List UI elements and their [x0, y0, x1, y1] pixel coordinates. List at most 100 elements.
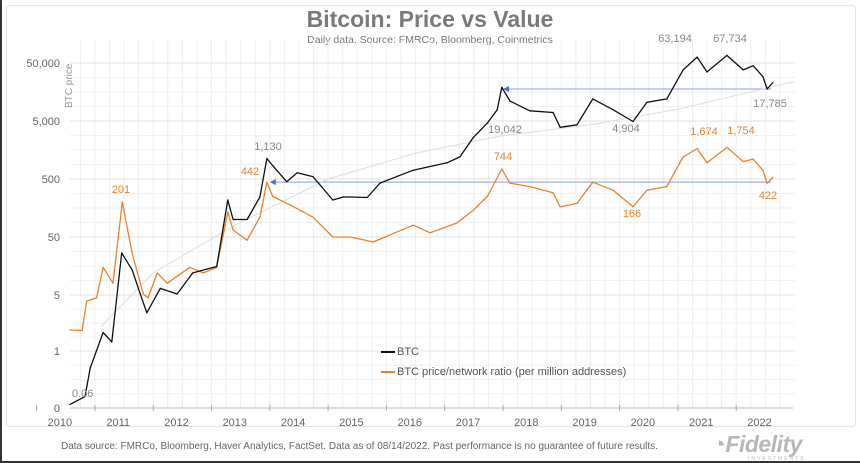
ratio-point	[429, 232, 431, 234]
legend-label: BTC price/network ratio (per million add…	[397, 366, 627, 378]
btc-point	[766, 88, 768, 90]
btc-point	[379, 182, 381, 184]
annotation-label: 1,130	[254, 141, 282, 153]
btc-point	[349, 196, 351, 198]
btc-point	[69, 403, 71, 406]
ratio-point	[289, 204, 291, 206]
ratio-point	[766, 182, 768, 184]
btc-point	[632, 120, 634, 123]
annotation-label: 201	[112, 184, 130, 196]
annotation-label: 166	[623, 208, 641, 220]
btc-point	[706, 71, 708, 73]
btc-point	[682, 69, 684, 71]
ratio-point	[666, 185, 668, 188]
ratio-point	[559, 206, 561, 208]
btc-point	[366, 196, 368, 199]
ratio-point	[486, 195, 488, 198]
footer-note: Data source: FMRCo, Bloomberg, Haver Ana…	[61, 441, 658, 452]
ratio-point	[232, 229, 234, 231]
ratio-point	[412, 224, 414, 226]
ratio-point	[576, 202, 578, 204]
annotation-label: 1,674	[690, 126, 718, 138]
btc-point	[111, 341, 113, 343]
ratio-point	[726, 146, 728, 148]
btc-point	[772, 81, 774, 84]
btc-point	[472, 136, 474, 139]
annotation-label: 67,734	[713, 33, 747, 45]
ratio-point	[762, 169, 764, 172]
x-tick-label: 2016	[397, 417, 421, 429]
btc-point	[412, 169, 414, 171]
btc-point	[752, 65, 754, 67]
btc-point	[496, 109, 498, 111]
series-ratio-line	[69, 146, 774, 332]
ratio-point	[529, 185, 531, 188]
ratio-point	[646, 189, 648, 191]
ratio-point	[592, 181, 594, 183]
ratio-point	[266, 181, 268, 183]
btc-point	[446, 162, 448, 164]
btc-point	[266, 157, 268, 160]
reference-arrow-icon	[503, 86, 509, 93]
x-tick-label: 2021	[689, 417, 713, 429]
btc-point	[726, 54, 728, 56]
ratio-point	[131, 252, 133, 255]
x-tick-label: 2010	[48, 417, 72, 429]
annotation-label: 4,904	[612, 123, 640, 135]
legend-swatch-ratio	[381, 371, 395, 374]
annotation-label: 17,785	[753, 98, 787, 110]
reference-arrow-icon	[269, 179, 276, 186]
ratio-point	[509, 182, 511, 184]
x-tick-label: 2017	[456, 417, 480, 429]
grid	[70, 40, 795, 408]
btc-point	[216, 265, 218, 268]
legend-item-ratio: BTC price/network ratio (per million add…	[381, 365, 626, 379]
x-tick-label: 2014	[281, 417, 305, 429]
ratio-point	[706, 162, 708, 164]
ratio-point	[166, 282, 168, 284]
ratio-point	[742, 160, 744, 163]
ratio-point	[112, 282, 114, 284]
btc-point	[666, 98, 668, 100]
ratio-point	[189, 266, 191, 268]
btc-point	[84, 396, 86, 398]
fidelity-logo: ◔Fidelity	[712, 431, 802, 457]
btc-point	[121, 252, 123, 254]
btc-point	[131, 269, 133, 271]
ratio-point	[259, 216, 261, 218]
annotation-label: 744	[494, 151, 512, 163]
legend-swatch-btc	[381, 351, 395, 354]
btc-point	[139, 291, 141, 294]
series-btc-line	[69, 54, 774, 406]
ratio-point	[312, 216, 314, 218]
ratio-point	[632, 206, 634, 208]
ratio-point	[696, 147, 698, 150]
series	[69, 54, 795, 406]
btc-point	[742, 69, 744, 71]
ratio-point	[246, 239, 248, 241]
btc-point	[286, 181, 288, 183]
btc-point	[501, 86, 503, 88]
x-tick-label: 2011	[106, 417, 130, 429]
annotation-label: 19,042	[488, 124, 522, 136]
btc-point	[272, 165, 274, 167]
btc-point	[332, 199, 334, 201]
annotations: 0.06 201 442 1,130 19,042 4,904 63,194 67,734 17…	[72, 33, 787, 400]
ratio-point	[612, 189, 614, 191]
btc-point	[529, 110, 531, 112]
chart-title: Bitcoin: Price vs Value	[306, 6, 554, 32]
ratio-point	[501, 168, 503, 170]
y-tick-label: 5	[54, 290, 60, 302]
x-tick-label: 2012	[164, 417, 188, 429]
y-tick-label: 5,000	[32, 116, 60, 128]
btc-point	[176, 293, 178, 295]
btc-point	[612, 109, 614, 111]
ratio-point	[102, 266, 104, 268]
ratio-point	[349, 236, 351, 238]
btc-point	[592, 98, 594, 100]
ratio-point	[552, 192, 554, 194]
ratio-point	[682, 156, 684, 158]
btc-point	[232, 218, 234, 221]
